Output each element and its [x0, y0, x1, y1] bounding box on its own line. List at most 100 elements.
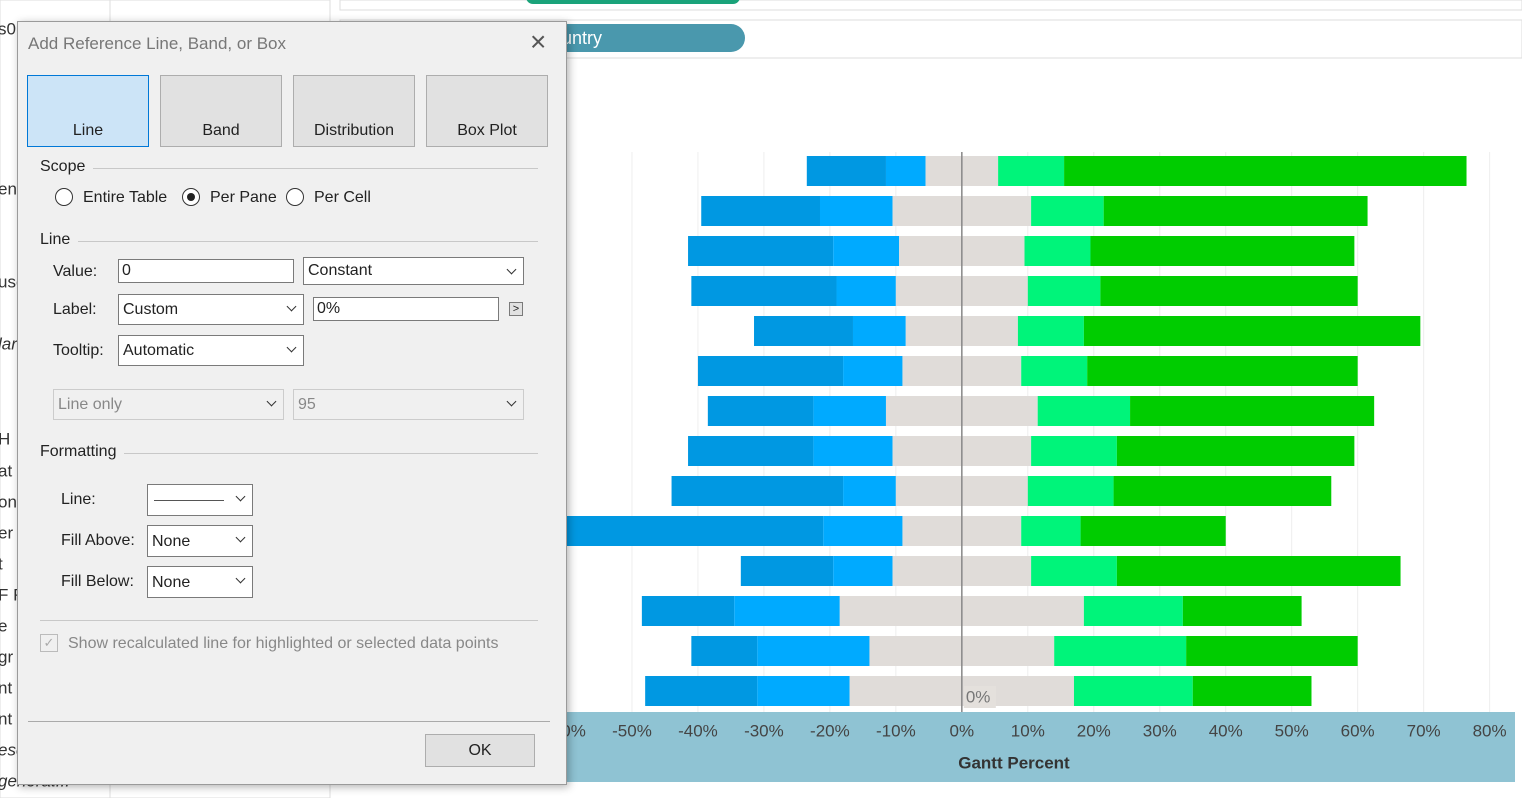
dialog: Add Reference Line, Band, or Box × Line … — [17, 21, 567, 785]
bar-segment — [1100, 276, 1358, 306]
x-tick-label: -30% — [744, 721, 784, 740]
bar-segment — [691, 276, 837, 306]
bar-segment — [1080, 516, 1226, 546]
x-tick-label: -40% — [678, 721, 718, 740]
ok-button[interactable]: OK — [425, 734, 535, 767]
bar-segment — [1021, 516, 1081, 546]
bar-segment — [701, 196, 820, 226]
bar-segment — [998, 156, 1065, 186]
bar-segment — [1017, 316, 1084, 346]
panel-text: at — [0, 461, 12, 480]
bar-segment — [1054, 636, 1187, 666]
bar-segment — [1083, 316, 1421, 346]
bar-segment — [813, 396, 886, 426]
separator — [28, 721, 550, 722]
x-tick-label: -10% — [876, 721, 916, 740]
bar-segment — [645, 676, 758, 706]
section-heading: Scope — [40, 158, 94, 175]
bar-segment — [1090, 236, 1355, 266]
bar-segment — [1073, 676, 1193, 706]
dropdown[interactable]: None — [147, 566, 253, 598]
field-label: Label: — [53, 301, 97, 318]
dropdown[interactable]: Custom — [118, 294, 304, 325]
x-tick-label: -20% — [810, 721, 850, 740]
panel-text: H — [0, 429, 10, 448]
dropdown[interactable]: Automatic — [118, 335, 304, 366]
axis-band — [565, 712, 1515, 782]
bar-segment — [1031, 436, 1117, 466]
bar-segment — [823, 516, 903, 546]
section: Line — [40, 231, 538, 251]
reference-label-box — [963, 686, 996, 708]
bar-segment — [697, 356, 844, 386]
x-tick-label: 10% — [1011, 721, 1045, 740]
bar-segment — [691, 636, 758, 666]
tab[interactable]: Band — [160, 75, 282, 147]
insert-button[interactable]: > — [509, 302, 523, 316]
radio[interactable] — [55, 188, 73, 206]
bar-segment — [688, 436, 814, 466]
bar-segment — [566, 516, 824, 546]
shelf — [339, 0, 1522, 11]
bar-segment — [1130, 396, 1375, 426]
tab[interactable]: Distribution — [293, 75, 415, 147]
line-style-dropdown[interactable] — [147, 484, 253, 516]
radio-label: Per Cell — [314, 189, 371, 206]
bar-segment — [1037, 396, 1131, 426]
separator — [40, 620, 538, 621]
dropdown[interactable]: Constant — [303, 257, 524, 285]
pill-label: untry — [562, 28, 602, 48]
panel-text: e — [0, 616, 7, 635]
tab-label: Line — [72, 122, 104, 139]
text-input[interactable]: 0 — [118, 259, 294, 283]
bar-segment — [757, 676, 850, 706]
bar-segment — [754, 316, 853, 346]
text-input[interactable]: 0% — [313, 297, 499, 321]
panel-text: t — [0, 554, 3, 573]
tab[interactable]: Line — [27, 75, 149, 147]
radio-label: Entire Table — [83, 189, 168, 206]
tab[interactable]: Box Plot — [426, 75, 548, 147]
dropdown[interactable]: None — [147, 525, 253, 557]
radio[interactable] — [182, 188, 200, 206]
x-tick-label: 40% — [1209, 721, 1243, 740]
section: Scope — [40, 158, 538, 178]
reference-label: 0% — [966, 687, 991, 706]
bar-segment — [1116, 436, 1355, 466]
bar-segment — [1027, 476, 1114, 506]
radio[interactable] — [286, 188, 304, 206]
panel-text: s0 — [0, 19, 16, 38]
x-tick-label: 80% — [1473, 721, 1507, 740]
bar-segment — [1113, 476, 1332, 506]
bar-segment — [806, 156, 886, 186]
bar-segment — [1103, 196, 1368, 226]
x-tick-label: 50% — [1275, 721, 1309, 740]
section: Formatting — [40, 443, 538, 463]
axis-title: Gantt Percent — [958, 753, 1070, 772]
close-button[interactable]: × — [530, 26, 547, 57]
field-label: Tooltip: — [53, 342, 104, 359]
x-tick-label: 70% — [1407, 721, 1441, 740]
bar-segment — [757, 636, 870, 666]
x-tick-label: 20% — [1077, 721, 1111, 740]
x-tick-label: 60% — [1341, 721, 1375, 740]
field-label: Fill Below: — [61, 573, 134, 590]
panel-text: er — [0, 523, 13, 542]
bar-segment — [707, 396, 814, 426]
x-tick-label: 30% — [1143, 721, 1177, 740]
dropdown: 95 — [293, 389, 524, 420]
panel-text: nt — [0, 678, 12, 697]
bar-segment — [852, 316, 906, 346]
bar-segment — [1031, 556, 1117, 586]
tab-label: Distribution — [313, 122, 395, 139]
x-tick-label: -50% — [612, 721, 652, 740]
bar-segment — [1087, 356, 1358, 386]
bar-segment — [688, 236, 834, 266]
bar-segment — [1083, 596, 1183, 626]
bar-segment — [836, 276, 896, 306]
bar-segment — [1186, 636, 1358, 666]
panel-text: lar — [0, 334, 18, 353]
x-tick-label: 0% — [950, 721, 975, 740]
field-label: Fill Above: — [61, 532, 135, 549]
